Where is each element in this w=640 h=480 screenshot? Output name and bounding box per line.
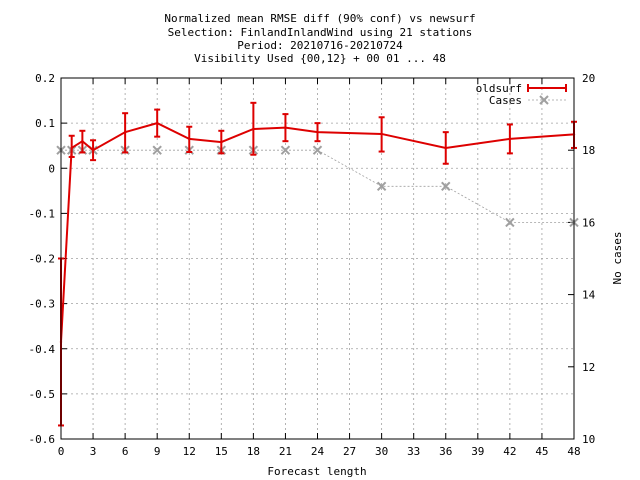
oldsurf-point <box>155 121 159 125</box>
legend-label-cases: Cases <box>489 94 522 107</box>
oldsurf-point <box>91 149 95 152</box>
cases-point <box>376 181 387 192</box>
oldsurf-point <box>123 130 127 134</box>
legend-label-oldsurf: oldsurf <box>476 82 522 95</box>
x-axis-label: Forecast length <box>267 465 366 478</box>
x-tick-label: 42 <box>503 445 516 458</box>
legend-swatch-oldsurf <box>527 84 567 92</box>
x-tick-label: 33 <box>407 445 420 458</box>
oldsurf-point <box>81 139 84 143</box>
x-tick-label: 12 <box>183 445 196 458</box>
y-left-tick-label: -0.1 <box>29 207 56 220</box>
y-right-tick-label: 16 <box>582 216 595 229</box>
x-tick-label: 39 <box>471 445 484 458</box>
x-tick-label: 9 <box>154 445 161 458</box>
y-left-tick-label: 0.1 <box>35 117 55 130</box>
oldsurf-point <box>380 132 383 136</box>
title-line-3: Period: 20210716-20210724 <box>237 39 403 52</box>
cases-point <box>505 217 515 228</box>
x-tick-label: 0 <box>58 445 65 458</box>
title-line-1: Normalized mean RMSE diff (90% conf) vs … <box>164 12 475 25</box>
cases-point <box>441 181 451 192</box>
y-left-tick-label: 0 <box>48 162 55 175</box>
y-right-tick-label: 12 <box>582 361 595 374</box>
y-left-tick-label: -0.5 <box>29 388 56 401</box>
chart-title: Normalized mean RMSE diff (90% conf) vs … <box>164 12 475 65</box>
x-tick-label: 27 <box>343 445 356 458</box>
y-left-tick-label: -0.6 <box>29 433 56 446</box>
title-line-2: Selection: FinlandInlandWind using 21 st… <box>168 26 473 39</box>
oldsurf-point <box>316 130 319 134</box>
title-line-4: Visibility Used {00,12} + 00 01 ... 48 <box>194 52 446 65</box>
x-tick-label: 48 <box>567 445 580 458</box>
y-right-axis-label: No cases <box>611 232 624 285</box>
x-tick-label: 6 <box>122 445 129 458</box>
legend-swatch-cases <box>528 95 566 105</box>
oldsurf-point <box>444 146 447 150</box>
plot-frame <box>60 77 575 440</box>
y-left-tick-label: 0.2 <box>35 72 55 85</box>
axis-ticks <box>60 77 575 440</box>
oldsurf-point <box>70 146 73 150</box>
y-right-tick-label: 10 <box>582 433 595 446</box>
oldsurf-point <box>220 140 223 144</box>
oldsurf-point <box>284 126 287 129</box>
y-right-tick-label: 20 <box>582 72 595 85</box>
y-left-tick-label: -0.4 <box>29 343 56 356</box>
oldsurf-point <box>252 127 255 131</box>
oldsurf-point <box>188 137 191 141</box>
x-tick-label: 18 <box>247 445 260 458</box>
cases-point <box>152 145 162 155</box>
cases-line <box>61 149 574 223</box>
cases-point <box>280 145 291 155</box>
y-left-tick-label: -0.3 <box>29 298 56 311</box>
tick-labels: 0 3 6 9 12 15 18 21 24 27 30 33 36 39 42 45 48-0.6-0.5-0… <box>29 72 596 458</box>
x-tick-label: 36 <box>439 445 452 458</box>
x-tick-label: 45 <box>535 445 548 458</box>
x-tick-label: 30 <box>375 445 388 458</box>
y-left-tick-label: -0.2 <box>29 253 56 266</box>
y-right-tick-label: 14 <box>582 289 596 302</box>
oldsurf-point <box>508 137 512 141</box>
x-tick-label: 24 <box>311 445 325 458</box>
y-right-tick-label: 18 <box>582 144 595 157</box>
legend: oldsurf Cases <box>476 82 567 107</box>
x-tick-label: 21 <box>279 445 292 458</box>
x-tick-label: 3 <box>90 445 97 458</box>
cases-point <box>312 145 323 155</box>
x-tick-label: 15 <box>215 445 228 458</box>
